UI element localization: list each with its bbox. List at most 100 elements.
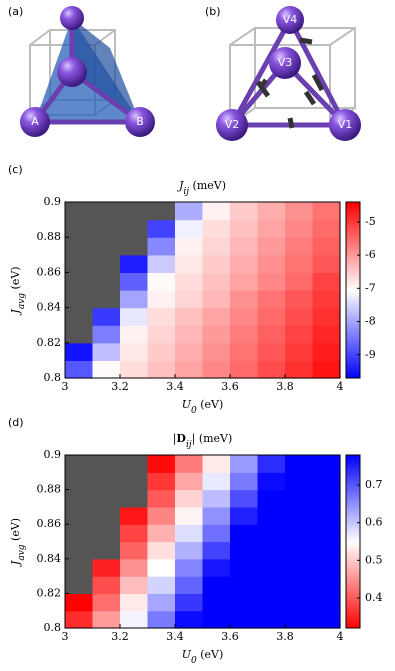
heat-cell: [202, 272, 231, 291]
heat-cell: [120, 254, 149, 273]
colorbar-segment: [346, 593, 360, 597]
heat-cell: [285, 593, 314, 612]
heat-cell: [92, 202, 121, 221]
text-part: J: [9, 560, 22, 567]
heat-cell: [65, 307, 94, 326]
colorbar-segment: [346, 307, 360, 312]
atom-label: V1: [338, 118, 353, 131]
x-tick-label: 3.2: [111, 630, 129, 643]
plane: [72, 18, 140, 122]
heat-cell: [92, 219, 121, 238]
y-tick-label: 0.88: [37, 483, 62, 496]
heat-cell: [202, 307, 231, 326]
colorbar-segment: [346, 555, 360, 560]
colorbar-segment: [346, 228, 360, 232]
colorbar-segment: [346, 342, 360, 347]
colorbar-segment: [346, 553, 360, 557]
colorbar-segment: [346, 561, 360, 566]
heat-cell: [202, 342, 231, 361]
y-tick-label: 0.8: [44, 371, 62, 384]
heat-cell: [92, 307, 121, 326]
heat-cell: [92, 576, 121, 594]
colorbar-segment: [346, 260, 360, 265]
heat-cell: [230, 610, 259, 629]
heat-cell: [257, 254, 286, 273]
heat-cell: [257, 272, 286, 291]
heat-cell: [230, 506, 259, 525]
x-axis-label: U0 (eV): [182, 648, 224, 666]
colorbar-segment: [346, 578, 360, 583]
heat-cell: [202, 489, 231, 508]
heat-cell: [147, 254, 176, 273]
colorbar-tick-label: 0.7: [365, 478, 383, 491]
heat-cell: [202, 290, 231, 309]
colorbar-segment: [346, 607, 360, 612]
colorbar-segment: [346, 210, 360, 215]
heat-cell: [65, 290, 94, 309]
heat-cell: [147, 472, 176, 491]
heat-cell: [230, 472, 259, 491]
colorbar-segment: [346, 472, 360, 476]
heat-cell: [175, 558, 204, 577]
heat-cell: [175, 254, 204, 273]
heat-cell: [312, 593, 341, 612]
x-tick-label: 3.6: [221, 380, 239, 393]
colorbar-segment: [346, 369, 360, 373]
heat-cell: [120, 610, 149, 629]
heatmap: (d) |Dij| (meV) 3 3.2 3.4 3.6 3.8 4 0.8 0.82 0.84 0…: [8, 416, 383, 666]
colorbar-segment: [346, 204, 360, 209]
colorbar-segment: [346, 466, 360, 470]
colorbar-segment: [346, 457, 360, 462]
heat-cell: [92, 325, 121, 344]
colorbar-segment: [346, 334, 360, 338]
heat-cell: [92, 541, 121, 560]
heat-cell: [230, 202, 259, 221]
colorbar-segment: [346, 281, 360, 285]
colorbar-segment: [346, 610, 360, 615]
heat-cell: [92, 290, 121, 309]
heat-cell: [120, 593, 149, 612]
colorbar-segment: [346, 564, 360, 568]
heat-cell: [120, 325, 149, 344]
colorbar-segment: [346, 492, 360, 496]
colorbar-segment: [346, 506, 360, 511]
heat-cell: [257, 558, 286, 577]
heat-cell: [120, 558, 149, 577]
heat-cell: [120, 489, 149, 508]
heat-cell: [312, 219, 341, 238]
colorbar-segment: [346, 336, 360, 341]
heat-cell: [175, 202, 204, 221]
heat-cell: [202, 610, 231, 629]
colorbar-segment: [346, 480, 360, 485]
heat-cell: [257, 237, 286, 256]
heat-cell: [147, 342, 176, 361]
heat-cell: [202, 254, 231, 273]
colorbar-frame: [345, 454, 361, 629]
colorbar-segment: [346, 521, 360, 525]
heat-cell: [120, 272, 149, 291]
heat-cell: [230, 342, 259, 361]
x-tick-label: 4: [337, 380, 344, 393]
heat-cell: [65, 506, 94, 525]
heat-cell: [120, 237, 149, 256]
colorbar-segment: [346, 246, 360, 250]
heat-cell: [92, 254, 121, 273]
y-tick-label: 0.86: [37, 517, 62, 530]
x-tick-label: 3.4: [166, 630, 184, 643]
heat-cell: [120, 219, 149, 238]
colorbar-segment: [346, 375, 360, 379]
heat-cell: [257, 290, 286, 309]
colorbar-segment: [346, 207, 360, 212]
colorbar-segment: [346, 604, 360, 609]
heat-cell: [257, 202, 286, 221]
text-part: (eV): [9, 518, 22, 545]
heat-cell: [120, 360, 149, 379]
heat-cell: [120, 472, 149, 491]
colorbar-segment: [346, 489, 360, 493]
heat-cell: [202, 593, 231, 612]
colorbar-segment: [346, 266, 360, 270]
x-tick-label: 3.2: [111, 380, 129, 393]
atom: [269, 47, 301, 79]
colorbar-segment: [346, 558, 360, 563]
